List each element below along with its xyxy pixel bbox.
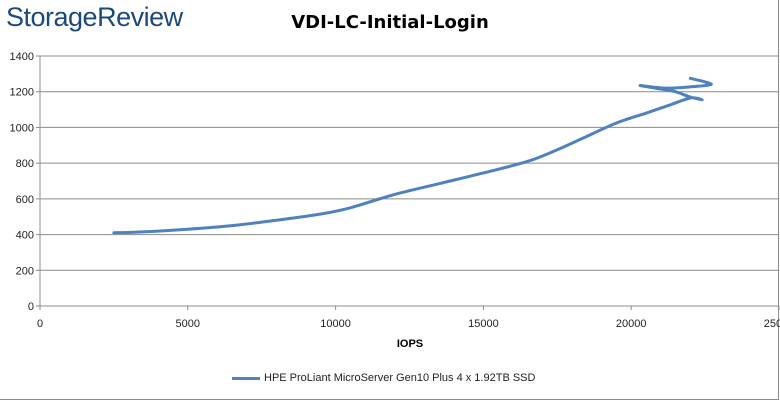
y-tick-label: 600 (16, 194, 34, 206)
series-line (112, 76, 713, 235)
y-tick-label: 400 (16, 230, 34, 242)
y-tick-label: 1200 (10, 87, 34, 99)
x-tick-label: 0 (37, 318, 43, 330)
x-tick-label: 25000 (764, 318, 780, 330)
x-axis-label: IOPS (396, 338, 424, 350)
legend-swatch (232, 376, 260, 380)
legend-label: HPE ProLiant MicroServer Gen10 Plus 4 x … (264, 372, 536, 384)
x-tick-label: 20000 (616, 318, 647, 330)
chart-legend: HPE ProLiant MicroServer Gen10 Plus 4 x … (232, 372, 535, 384)
y-tick-label: 200 (16, 265, 34, 277)
x-tick-label: 10000 (320, 318, 351, 330)
y-tick-label: 800 (16, 158, 34, 170)
brand-logo-text: StorageReview (6, 2, 183, 32)
y-tick-label: 0 (28, 301, 34, 313)
chart-title: VDI-LC-Initial-Login (291, 12, 489, 33)
y-tick-label: 1400 (10, 51, 34, 63)
x-tick-label: 5000 (176, 318, 200, 330)
y-tick-label: 1000 (10, 122, 34, 134)
x-tick-label: 15000 (468, 318, 499, 330)
